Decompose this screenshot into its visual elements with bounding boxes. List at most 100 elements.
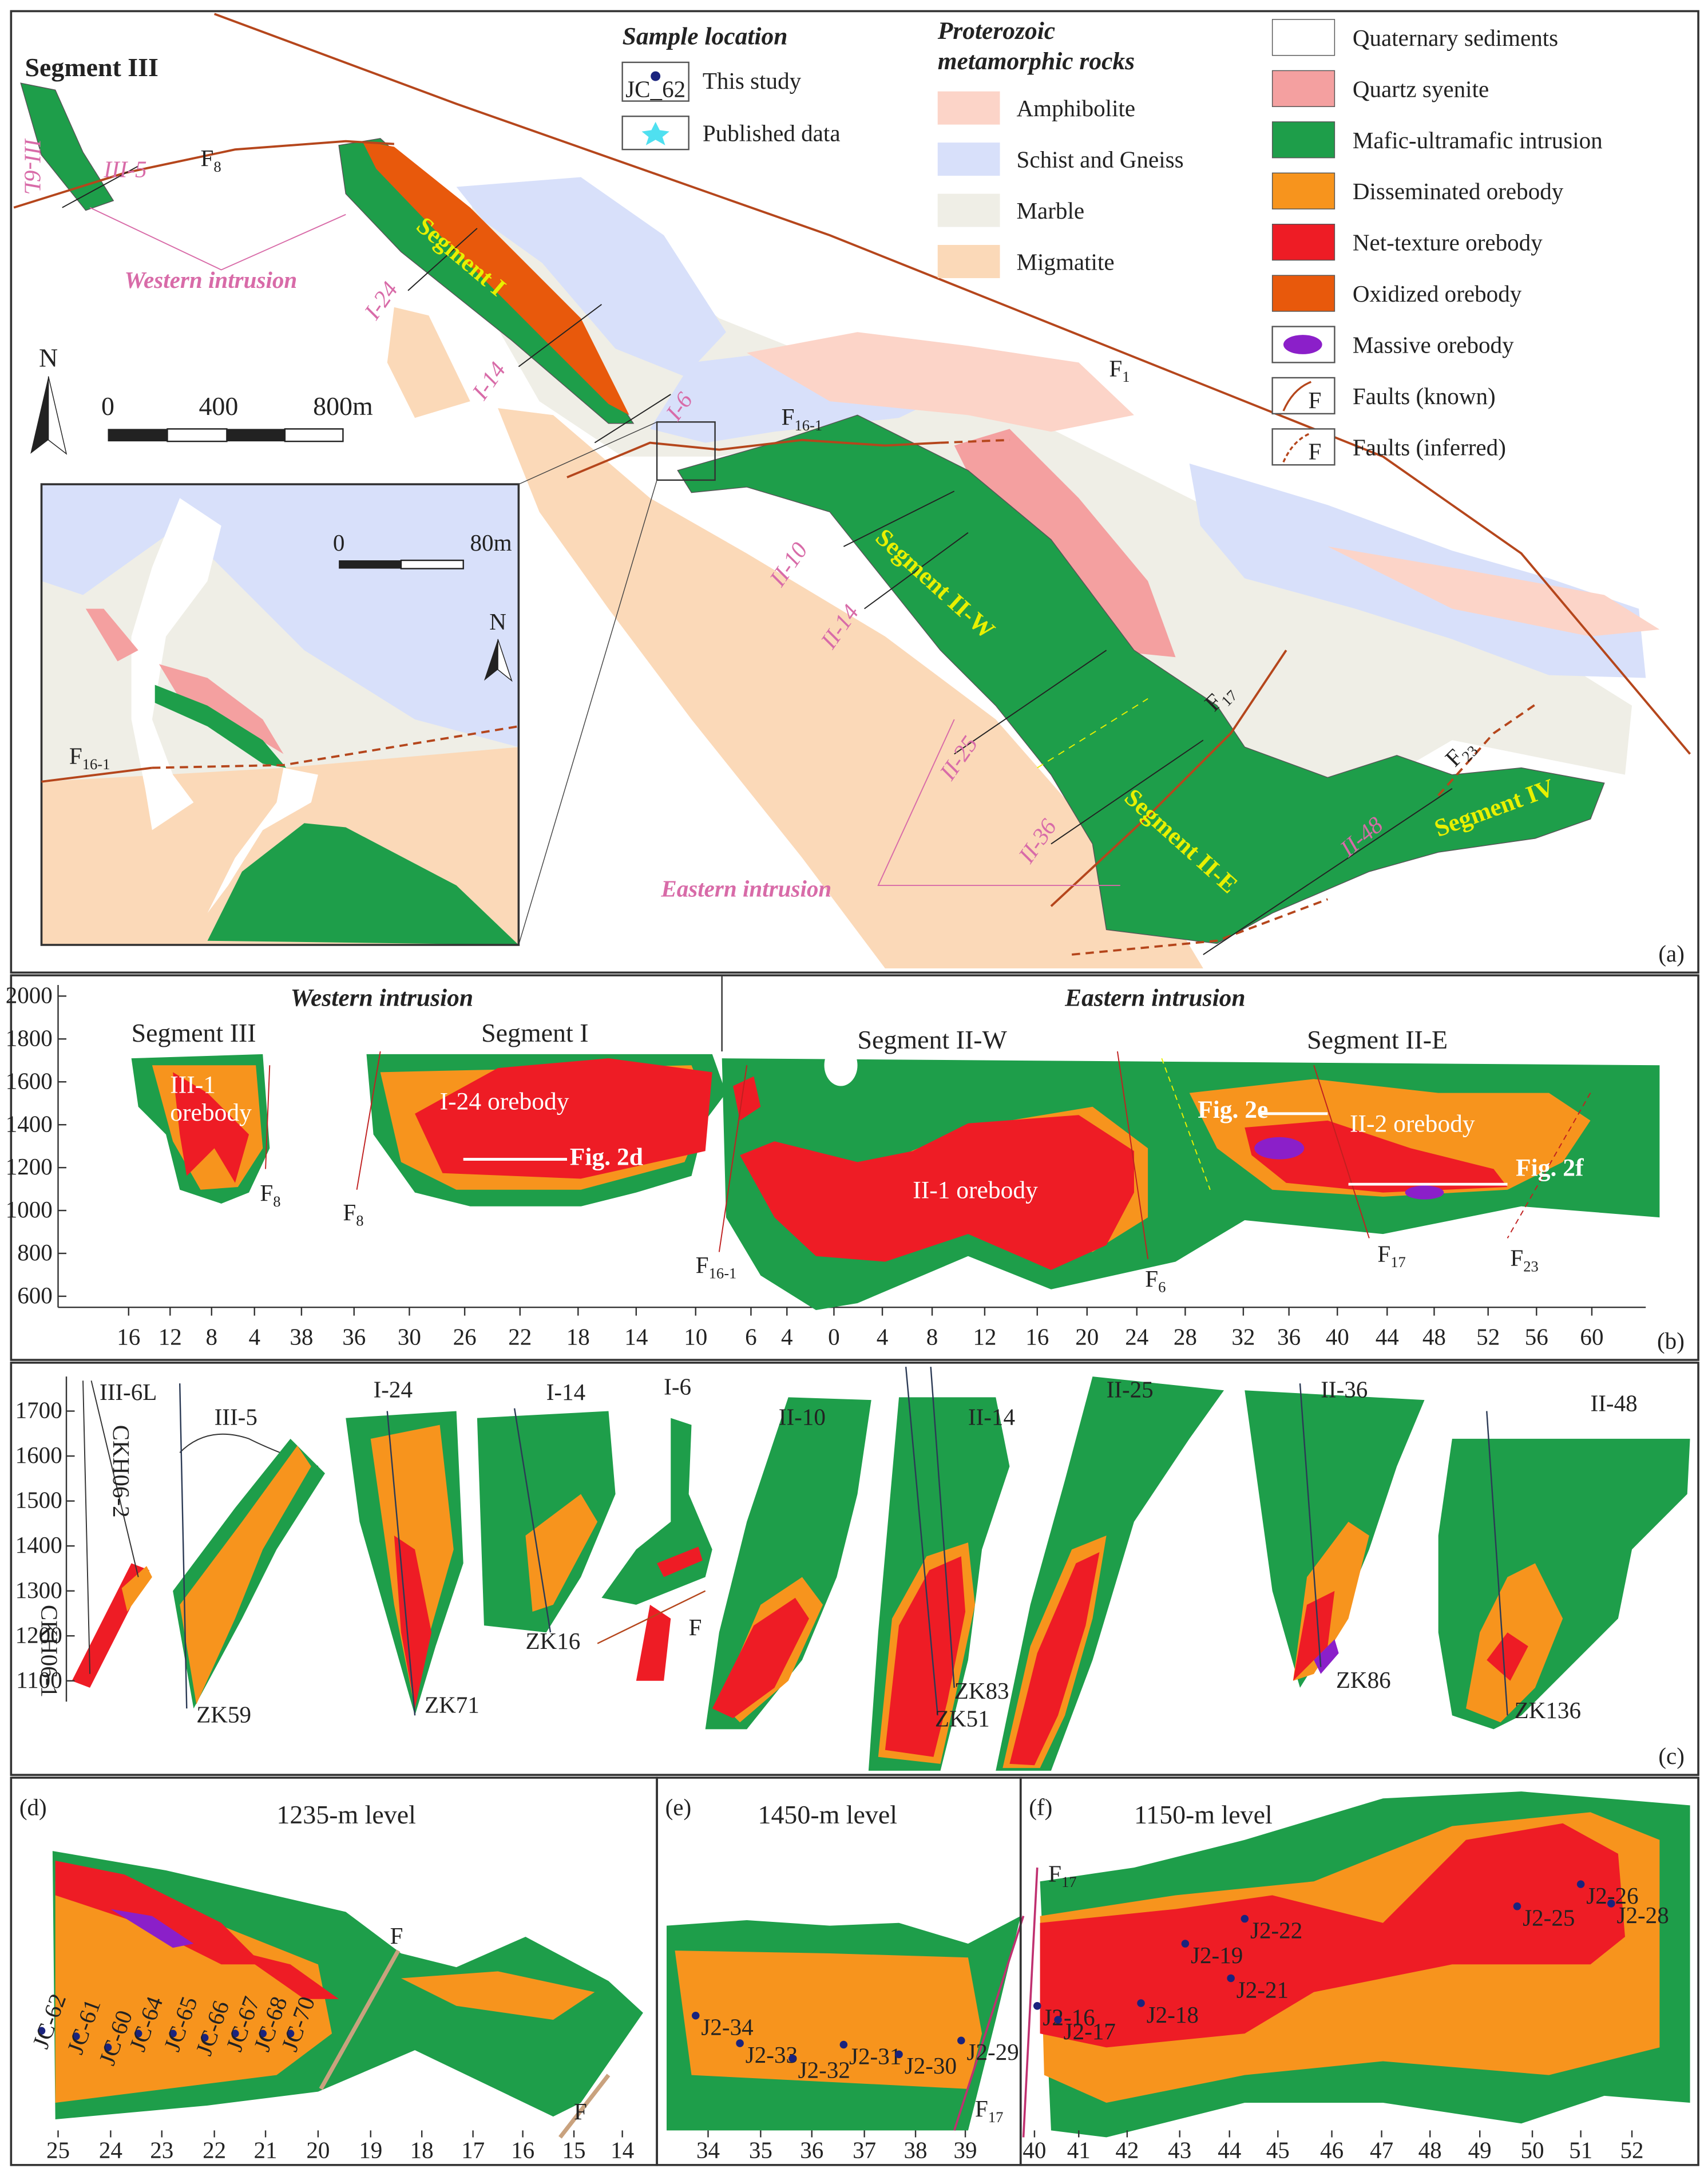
net-orebody (415, 1058, 712, 1179)
fault-subscript: 8 (273, 1193, 280, 1210)
section-lines (62, 165, 1453, 955)
sample-label: J2-25 (1523, 1905, 1575, 1931)
inset-scale-bar (400, 559, 464, 569)
legend-swatch (937, 193, 1000, 227)
fault-label: F16-1 (696, 1252, 737, 1282)
legend-label: Quaternary sediments (1353, 25, 1558, 51)
inset-frame (40, 483, 520, 946)
section-label: III-5 (215, 1404, 257, 1430)
inset-connector (518, 421, 657, 485)
inset-connector (518, 480, 657, 945)
section-line (407, 228, 478, 291)
x-tick-label: 22 (508, 1323, 532, 1350)
inset-scale-label: 80m (470, 529, 512, 556)
y-tick-label: 1200 (15, 1621, 62, 1648)
y-tick-label: 1600 (6, 1067, 53, 1094)
y-tick-label: 600 (17, 1282, 53, 1308)
panel-e: F17 (e) 1450-m level 34 35 36 37 38 39J2-34J2… (656, 1777, 1025, 2166)
fault-line-inferred (940, 438, 1010, 444)
panel-d: F F (d) 1235-m level 25 24 23 22 21 20 19 18 17 1… (10, 1777, 658, 2166)
x-tick-label: 60 (1580, 1323, 1603, 1350)
inset-fault-inferred (152, 725, 519, 769)
fault-subscript: 8 (213, 158, 221, 175)
sample-point (1241, 1914, 1249, 1923)
fault-line (558, 2074, 611, 2139)
sample-point (1181, 1940, 1190, 1948)
fault-line-inferred (1071, 898, 1329, 956)
intrusion-label: Eastern intrusion (1064, 984, 1246, 1011)
x-tick-label: 44 (1218, 2137, 1241, 2163)
panel-a-frame (10, 10, 1699, 974)
fault-letter: F (200, 145, 213, 171)
panel-label: (c) (1658, 1743, 1685, 1769)
legend-icon (641, 121, 669, 145)
x-tick-label: 16 (1025, 1323, 1049, 1350)
y-tick-label: 1500 (15, 1487, 62, 1513)
panel-c-frame (10, 1362, 1699, 1776)
rock-legend: Amphibolite Schist and Gneiss Marble Migmat… (937, 91, 1184, 278)
legend-title: metamorphic rocks (938, 48, 1135, 75)
x-tick-label: 56 (1525, 1323, 1548, 1350)
orebody-section (712, 1597, 809, 1719)
fault-line (356, 1051, 381, 1190)
drillhole-label: CKH06-1 (37, 1605, 63, 1698)
y-tick-label: 800 (17, 1239, 53, 1265)
fault-label: F8 (200, 145, 221, 175)
orebody-section (394, 1536, 432, 1709)
legend-icon (621, 61, 689, 102)
level-plan-net (1040, 1823, 1625, 2048)
legend-label: Faults (inferred) (1353, 434, 1506, 460)
legend: Sample location JC_62 This study Publish… (621, 17, 1603, 466)
fault-line (319, 1949, 401, 2090)
orebody-section (1009, 1552, 1100, 1766)
panel-label: (e) (665, 1794, 692, 1820)
panel-b: Western intrusion Eastern intrusion Segm… (6, 974, 1699, 1361)
migmatite-area (387, 307, 470, 418)
sample-label: J2-30 (905, 2052, 957, 2079)
x-tick-label: 21 (254, 2137, 278, 2163)
scale-label: 0 (101, 391, 114, 421)
fault-subscript: 17 (1061, 1873, 1077, 1890)
legend-icon-text: JC_62 (625, 76, 685, 102)
legend-swatch (1283, 335, 1322, 354)
x-tick-label: 44 (1376, 1323, 1399, 1350)
orebody-section (180, 1445, 311, 1704)
legend-label: Mafic-ultramafic intrusion (1353, 127, 1603, 153)
fault-line (1116, 1051, 1149, 1259)
legend-swatch (1271, 121, 1336, 159)
legend-swatch (1271, 275, 1336, 312)
x-tick-label: 45 (1266, 2137, 1290, 2163)
section-line (843, 490, 955, 547)
sample-point (957, 2036, 965, 2045)
legend-label: Published data (703, 120, 841, 147)
fault-subscript: 17 (1390, 1253, 1406, 1271)
segment-ii-intrusion (677, 414, 1605, 944)
y-tick-label: 2000 (6, 982, 53, 1008)
schist-area (456, 177, 726, 377)
legend-swatch (1271, 428, 1336, 466)
drillhole-label: ZK86 (1336, 1667, 1391, 1693)
drillhole-label: ZK136 (1515, 1697, 1581, 1723)
x-tick-label: 38 (904, 2137, 928, 2163)
legend-swatch (1271, 70, 1336, 107)
x-tick-label: 36 (800, 2137, 823, 2163)
inset-intrusion (207, 823, 519, 945)
section-line (954, 650, 1107, 755)
fault-label: F17 (1377, 1240, 1405, 1271)
inset-fault (41, 766, 153, 783)
section-label: I-24 (374, 1376, 413, 1402)
drillhole (82, 1380, 139, 1674)
x-tick-label: 6 (745, 1323, 757, 1350)
section-line (1203, 788, 1453, 955)
fault-letter: F (1109, 355, 1122, 382)
x-tick-label: 20 (306, 2137, 330, 2163)
x-tick-label: 48 (1422, 1323, 1446, 1350)
fault-subscript: 8 (356, 1212, 363, 1229)
fault-label: F17 (1048, 1860, 1076, 1890)
fault-letter: F (696, 1252, 709, 1278)
inset-north-arrow (484, 639, 498, 681)
orebody-section (657, 1546, 703, 1577)
sample-label: J2-29 (966, 2039, 1019, 2065)
section-line (1051, 739, 1204, 845)
inset-syenite (85, 608, 138, 662)
